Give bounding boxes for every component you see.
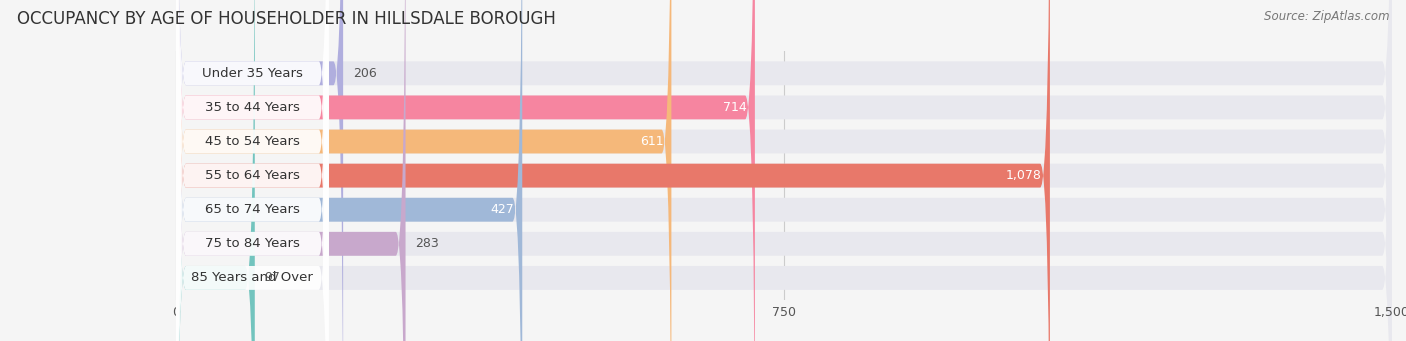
Text: 65 to 74 Years: 65 to 74 Years xyxy=(205,203,299,216)
FancyBboxPatch shape xyxy=(176,0,1392,341)
FancyBboxPatch shape xyxy=(176,0,329,341)
FancyBboxPatch shape xyxy=(176,0,405,341)
Text: 75 to 84 Years: 75 to 84 Years xyxy=(205,237,299,250)
FancyBboxPatch shape xyxy=(176,0,672,341)
Text: Under 35 Years: Under 35 Years xyxy=(202,67,302,80)
FancyBboxPatch shape xyxy=(176,0,1392,341)
Text: 97: 97 xyxy=(264,271,280,284)
Text: 1,078: 1,078 xyxy=(1005,169,1042,182)
FancyBboxPatch shape xyxy=(176,0,329,341)
Text: 85 Years and Over: 85 Years and Over xyxy=(191,271,314,284)
FancyBboxPatch shape xyxy=(176,0,343,341)
FancyBboxPatch shape xyxy=(176,0,1392,341)
FancyBboxPatch shape xyxy=(176,0,329,341)
FancyBboxPatch shape xyxy=(176,0,329,341)
Text: 55 to 64 Years: 55 to 64 Years xyxy=(205,169,299,182)
FancyBboxPatch shape xyxy=(176,0,329,341)
FancyBboxPatch shape xyxy=(176,0,329,341)
Text: 35 to 44 Years: 35 to 44 Years xyxy=(205,101,299,114)
Text: 206: 206 xyxy=(353,67,377,80)
FancyBboxPatch shape xyxy=(176,0,1050,341)
Text: 611: 611 xyxy=(640,135,664,148)
Text: 427: 427 xyxy=(491,203,515,216)
FancyBboxPatch shape xyxy=(176,0,755,341)
Text: 714: 714 xyxy=(723,101,747,114)
Text: 45 to 54 Years: 45 to 54 Years xyxy=(205,135,299,148)
FancyBboxPatch shape xyxy=(176,0,1392,341)
FancyBboxPatch shape xyxy=(176,0,329,341)
FancyBboxPatch shape xyxy=(176,0,254,341)
FancyBboxPatch shape xyxy=(176,0,1392,341)
Text: 283: 283 xyxy=(415,237,439,250)
FancyBboxPatch shape xyxy=(176,0,1392,341)
FancyBboxPatch shape xyxy=(176,0,1392,341)
FancyBboxPatch shape xyxy=(176,0,522,341)
Text: Source: ZipAtlas.com: Source: ZipAtlas.com xyxy=(1264,10,1389,23)
Text: OCCUPANCY BY AGE OF HOUSEHOLDER IN HILLSDALE BOROUGH: OCCUPANCY BY AGE OF HOUSEHOLDER IN HILLS… xyxy=(17,10,555,28)
